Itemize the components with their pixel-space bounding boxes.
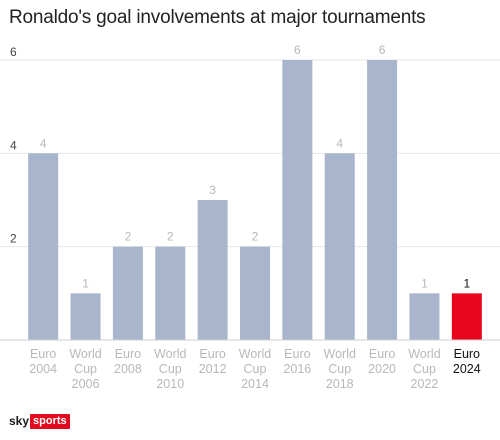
x-tick-label: 2024 bbox=[453, 362, 481, 376]
logo-sky-text: sky bbox=[9, 414, 30, 428]
value-label: 2 bbox=[167, 230, 174, 244]
x-tick-label: 2008 bbox=[114, 362, 142, 376]
x-tick-label: Euro bbox=[454, 347, 480, 361]
bar bbox=[70, 293, 101, 340]
x-tick-label: World bbox=[408, 347, 440, 361]
sky-sports-logo: sky sports bbox=[9, 413, 70, 429]
x-tick-label: 2014 bbox=[241, 377, 269, 391]
value-label: 1 bbox=[463, 276, 470, 290]
x-tick-label: 2022 bbox=[411, 377, 439, 391]
y-tick-label: 6 bbox=[10, 45, 17, 59]
bar bbox=[451, 293, 482, 340]
bar bbox=[155, 246, 186, 340]
value-label: 6 bbox=[294, 43, 301, 57]
logo-sports-text: sports bbox=[30, 413, 70, 429]
bar bbox=[409, 293, 440, 340]
x-tick-label: 2004 bbox=[29, 362, 57, 376]
chart-title: Ronaldo's goal involvements at major tou… bbox=[9, 7, 426, 28]
x-tick-label: World bbox=[154, 347, 186, 361]
bar bbox=[324, 153, 355, 340]
grid-lines bbox=[0, 59, 500, 248]
x-tick-label: 2018 bbox=[326, 377, 354, 391]
x-tick-label: World bbox=[69, 347, 101, 361]
bar bbox=[240, 246, 270, 340]
x-tick-label: Cup bbox=[413, 362, 436, 376]
y-tick-label: 2 bbox=[10, 232, 17, 246]
value-label: 4 bbox=[336, 136, 343, 150]
x-tick-label: Euro bbox=[284, 347, 310, 361]
x-tick-label: 2020 bbox=[368, 362, 396, 376]
bar bbox=[28, 153, 59, 340]
bar bbox=[367, 60, 398, 340]
x-axis-labels: Euro2004WorldCup2006Euro2008WorldCup2010… bbox=[29, 347, 480, 391]
value-label: 1 bbox=[421, 276, 428, 290]
bar bbox=[282, 60, 313, 340]
x-tick-label: 2016 bbox=[283, 362, 311, 376]
x-tick-label: 2006 bbox=[72, 377, 100, 391]
x-tick-label: Euro bbox=[369, 347, 395, 361]
x-tick-label: 2012 bbox=[199, 362, 227, 376]
bar bbox=[112, 246, 143, 340]
value-label: 2 bbox=[252, 230, 259, 244]
x-tick-label: Cup bbox=[159, 362, 182, 376]
x-tick-label: World bbox=[324, 347, 356, 361]
x-tick-label: Euro bbox=[115, 347, 141, 361]
y-tick-label: 4 bbox=[10, 138, 17, 152]
value-label: 2 bbox=[125, 230, 132, 244]
value-label: 4 bbox=[40, 136, 47, 150]
x-tick-label: Euro bbox=[30, 347, 56, 361]
x-tick-label: Cup bbox=[244, 362, 267, 376]
bar bbox=[197, 200, 228, 340]
x-tick-label: World bbox=[239, 347, 271, 361]
y-axis-ticks: 2 4 6 bbox=[10, 45, 17, 246]
x-tick-label: Cup bbox=[74, 362, 97, 376]
value-label: 1 bbox=[82, 276, 89, 290]
x-tick-label: 2010 bbox=[156, 377, 184, 391]
bars bbox=[28, 60, 482, 340]
value-labels: 4 1 2 2 3 2 6 4 6 1 1 bbox=[40, 43, 471, 290]
value-label: 6 bbox=[379, 43, 386, 57]
x-tick-label: Cup bbox=[328, 362, 351, 376]
x-tick-label: Euro bbox=[199, 347, 225, 361]
value-label: 3 bbox=[209, 183, 216, 197]
